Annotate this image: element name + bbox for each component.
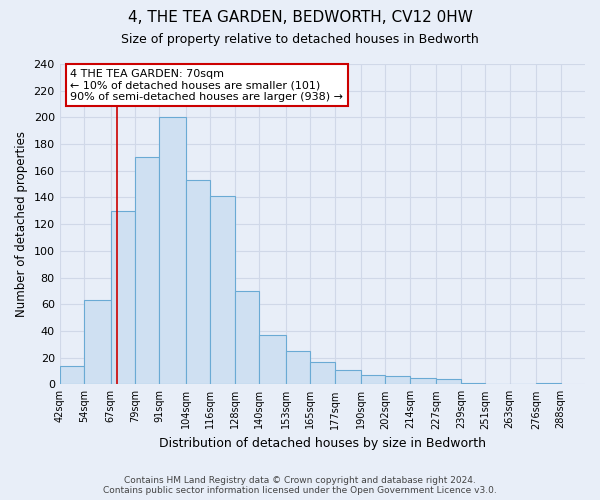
Bar bbox=[361, 375, 385, 384]
Bar bbox=[410, 378, 436, 384]
X-axis label: Distribution of detached houses by size in Bedworth: Distribution of detached houses by size … bbox=[159, 437, 486, 450]
Bar bbox=[84, 300, 110, 384]
Bar bbox=[286, 351, 310, 384]
Bar bbox=[110, 211, 135, 384]
Bar bbox=[536, 383, 560, 384]
Bar bbox=[135, 158, 160, 384]
Y-axis label: Number of detached properties: Number of detached properties bbox=[15, 131, 28, 317]
Bar bbox=[211, 196, 235, 384]
Bar bbox=[59, 366, 84, 384]
Bar bbox=[461, 383, 485, 384]
Bar bbox=[335, 370, 361, 384]
Bar bbox=[259, 335, 286, 384]
Text: 4, THE TEA GARDEN, BEDWORTH, CV12 0HW: 4, THE TEA GARDEN, BEDWORTH, CV12 0HW bbox=[128, 10, 472, 25]
Bar bbox=[385, 376, 410, 384]
Bar bbox=[186, 180, 211, 384]
Bar bbox=[310, 362, 335, 384]
Text: Size of property relative to detached houses in Bedworth: Size of property relative to detached ho… bbox=[121, 32, 479, 46]
Text: Contains HM Land Registry data © Crown copyright and database right 2024.
Contai: Contains HM Land Registry data © Crown c… bbox=[103, 476, 497, 495]
Text: 4 THE TEA GARDEN: 70sqm
← 10% of detached houses are smaller (101)
90% of semi-d: 4 THE TEA GARDEN: 70sqm ← 10% of detache… bbox=[70, 69, 343, 102]
Bar bbox=[160, 118, 186, 384]
Bar bbox=[436, 379, 461, 384]
Bar bbox=[235, 291, 259, 384]
